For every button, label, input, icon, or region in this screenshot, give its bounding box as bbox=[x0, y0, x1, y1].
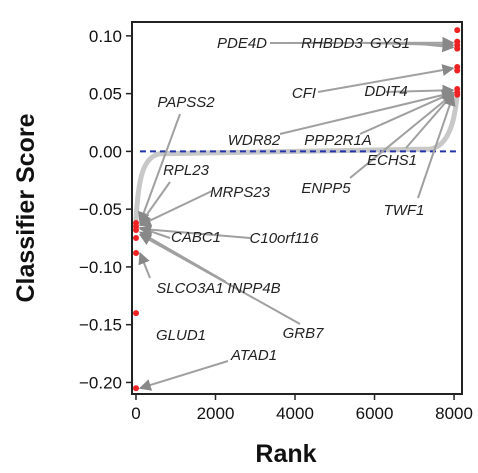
annotation-arrow-ppp2r1a bbox=[359, 91, 455, 135]
gene-label-rhbdd3: RHBDD3 bbox=[301, 35, 363, 52]
gene-label-twf1: TWF1 bbox=[384, 202, 425, 219]
gene-label-cfi: CFI bbox=[292, 85, 316, 102]
annotation-arrow-twf1 bbox=[417, 93, 456, 199]
y-tick-label: 0.00 bbox=[89, 142, 122, 161]
gene-label-pde4d: PDE4D bbox=[217, 35, 267, 52]
annotation-arrow-wdr82 bbox=[279, 89, 455, 135]
data-point-10 bbox=[454, 45, 461, 52]
x-tick-label: 4000 bbox=[276, 404, 314, 423]
x-tick-label: 6000 bbox=[356, 404, 394, 423]
data-point-2 bbox=[133, 250, 140, 257]
y-tick-label: 0.05 bbox=[89, 85, 122, 104]
annotation-arrow-grb7 bbox=[138, 233, 301, 325]
data-point-15 bbox=[454, 91, 461, 98]
annotation-arrow-slco3a1 bbox=[138, 251, 151, 279]
gene-label-glud1: GLUD1 bbox=[156, 327, 206, 344]
annotation-arrow-rhbdd3 bbox=[365, 38, 455, 51]
y-tick-label: −0.15 bbox=[79, 316, 122, 335]
gene-label-grb7: GRB7 bbox=[283, 325, 325, 342]
data-point-3 bbox=[133, 235, 140, 242]
data-point-1 bbox=[133, 310, 140, 317]
gene-label-gys1: GYS1 bbox=[370, 35, 410, 52]
annotation-arrow-atad1 bbox=[138, 360, 229, 391]
data-point-7 bbox=[454, 27, 461, 34]
y-axis-title: Classifier Score bbox=[12, 113, 40, 302]
annotation-arrow-c10orf116 bbox=[138, 223, 251, 239]
highlighted-points bbox=[133, 27, 461, 392]
annotation-arrow-mrps23 bbox=[138, 190, 213, 227]
y-tick-label: −0.10 bbox=[79, 258, 122, 277]
gene-label-enpp5: ENPP5 bbox=[301, 180, 351, 197]
gene-label-mrps23: MRPS23 bbox=[210, 184, 271, 201]
plot-frame bbox=[131, 21, 463, 395]
x-axis-title: Rank bbox=[255, 440, 316, 468]
annotation-arrow-enpp5 bbox=[349, 92, 455, 179]
gene-label-cabc1: CABC1 bbox=[171, 229, 221, 246]
annotation-arrow-papss2 bbox=[138, 113, 181, 225]
y-axis-ticks: 0.10 0.05 0.00 −0.05 −0.10 −0.15 −0.20 bbox=[79, 27, 132, 392]
gene-label-inpp4b: INPP4B bbox=[227, 280, 280, 297]
x-tick-label: 8000 bbox=[435, 404, 473, 423]
gene-label-papss2: PAPSS2 bbox=[157, 94, 215, 111]
x-tick-label: 0 bbox=[131, 404, 140, 423]
data-point-0 bbox=[133, 385, 140, 392]
x-tick-label: 2000 bbox=[197, 404, 235, 423]
gene-labels: PDE4D RHBDD3 GYS1 CFI DDIT4 WDR82 PPP2R1A ECHS1… bbox=[156, 35, 424, 364]
data-point-6 bbox=[133, 220, 140, 227]
gene-label-c10orf116: C10orf116 bbox=[250, 230, 320, 247]
annotation-arrow-gys1 bbox=[409, 40, 455, 53]
gene-label-echs1: ECHS1 bbox=[367, 152, 417, 169]
data-point-12 bbox=[454, 67, 461, 74]
gene-label-ppp2r1a: PPP2R1A bbox=[304, 132, 372, 149]
y-tick-label: −0.20 bbox=[79, 373, 122, 392]
annotation-arrow-cfi bbox=[317, 64, 455, 93]
gene-label-wdr82: WDR82 bbox=[228, 132, 281, 149]
gene-label-atad1: ATAD1 bbox=[230, 347, 277, 364]
annotation-arrows bbox=[138, 36, 456, 391]
x-axis-ticks: 0 2000 4000 6000 8000 bbox=[131, 394, 473, 423]
gene-label-slco3a1: SLCO3A1 bbox=[156, 280, 224, 297]
y-tick-label: 0.10 bbox=[89, 27, 122, 46]
gene-label-ddit4: DDIT4 bbox=[364, 83, 407, 100]
y-tick-label: −0.05 bbox=[79, 200, 122, 219]
gene-label-rpl23: RPL23 bbox=[163, 162, 210, 179]
